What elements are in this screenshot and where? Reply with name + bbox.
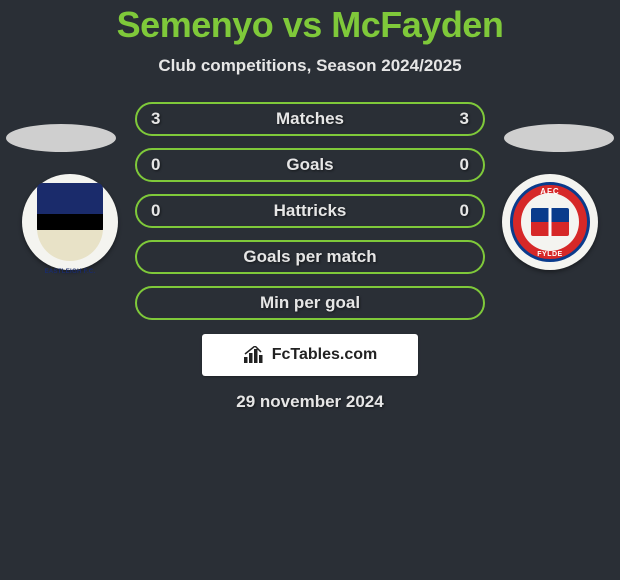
bar-chart-icon — [243, 346, 265, 364]
stat-label: Goals per match — [243, 247, 376, 267]
stat-left-value: 0 — [151, 201, 171, 221]
stat-right-value: 0 — [449, 155, 469, 175]
afc-fylde-text: FYLDE — [537, 251, 562, 258]
subtitle: Club competitions, Season 2024/2025 — [158, 56, 461, 76]
stat-left-value: 0 — [151, 155, 171, 175]
stat-right-value: 0 — [449, 201, 469, 221]
stat-row: 3 Matches 3 — [135, 102, 485, 136]
stat-row: Goals per match — [135, 240, 485, 274]
stat-row: Min per goal — [135, 286, 485, 320]
stat-row: 0 Goals 0 — [135, 148, 485, 182]
attribution-text: FcTables.com — [272, 346, 378, 364]
stat-label: Matches — [276, 109, 344, 129]
date-text: 29 november 2024 — [236, 392, 383, 412]
stat-row: 0 Hattricks 0 — [135, 194, 485, 228]
stat-right-value: 3 — [449, 109, 469, 129]
afc-fylde-flag — [531, 208, 569, 236]
stat-label: Goals — [286, 155, 333, 175]
page-title: Semenyo vs McFayden — [117, 4, 504, 46]
stats-list: 3 Matches 3 0 Goals 0 0 Hattricks 0 Goal… — [0, 102, 620, 320]
stat-label: Hattricks — [274, 201, 347, 221]
stat-left-value: 3 — [151, 109, 171, 129]
attribution-box: FcTables.com — [202, 334, 418, 376]
stat-label: Min per goal — [260, 293, 360, 313]
